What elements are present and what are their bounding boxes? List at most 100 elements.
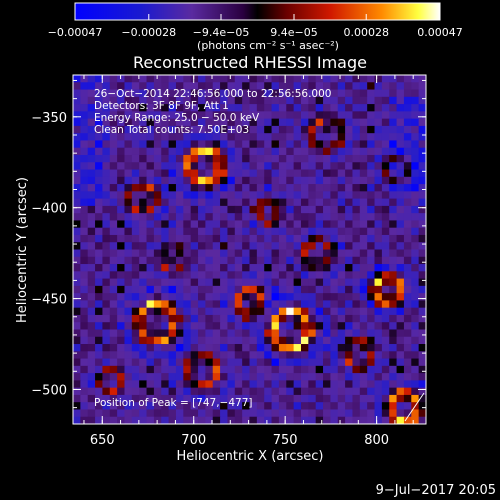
heatmap-cell (300, 75, 309, 83)
heatmap-cell (146, 104, 155, 112)
heatmap-cell (286, 336, 295, 345)
heatmap-cell (139, 242, 147, 250)
heatmap-cell (168, 125, 177, 134)
heatmap-cell (198, 351, 206, 359)
heatmap-cell (359, 82, 368, 90)
heatmap-cell (315, 249, 324, 258)
heatmap-cell (396, 162, 405, 170)
heatmap-cell (161, 307, 169, 316)
heatmap-cell (139, 205, 147, 214)
heatmap-cell (131, 329, 140, 338)
heatmap-cell (323, 278, 331, 287)
heatmap-cell (264, 220, 272, 229)
heatmap-cell (293, 300, 302, 309)
heatmap-cell (352, 169, 361, 178)
heatmap-cell (124, 380, 133, 389)
heatmap-cell (286, 118, 295, 127)
heatmap-cell (256, 256, 265, 265)
heatmap-cell (308, 278, 317, 287)
heatmap-cell (403, 329, 412, 338)
heatmap-cell (293, 285, 302, 294)
heatmap-cell (102, 213, 111, 221)
heatmap-cell (381, 191, 390, 199)
heatmap-cell (278, 111, 287, 120)
heatmap-cell (293, 133, 302, 141)
heatmap-cell (80, 351, 89, 359)
heatmap-cell (374, 140, 383, 149)
heatmap-cell (381, 118, 390, 127)
heatmap-cell (330, 104, 339, 112)
heatmap-cell (205, 198, 214, 207)
heatmap-cell (367, 409, 375, 418)
heatmap-cell (227, 176, 236, 185)
heatmap-cell (80, 133, 89, 141)
heatmap-cell (131, 227, 140, 236)
heatmap-cell (161, 402, 169, 410)
heatmap-cell (359, 227, 368, 236)
heatmap-cell (205, 307, 214, 316)
heatmap-cell (359, 198, 368, 207)
heatmap-cell (227, 365, 236, 374)
heatmap-cell (359, 111, 368, 120)
heatmap-cell (418, 205, 426, 214)
heatmap-cell (183, 358, 192, 367)
heatmap-cell (198, 322, 206, 330)
heatmap-cell (80, 89, 89, 98)
heatmap-cell (242, 307, 250, 316)
heatmap-cell (242, 176, 250, 185)
heatmap-cell (381, 293, 390, 301)
heatmap-cell (175, 169, 184, 178)
heatmap-cell (175, 125, 184, 134)
heatmap-cell (403, 416, 412, 424)
heatmap-cell (131, 75, 140, 83)
heatmap-cell (109, 380, 118, 389)
heatmap-cell (308, 329, 317, 338)
heatmap-cell (161, 220, 169, 229)
heatmap-cell (205, 184, 214, 192)
heatmap-cell (300, 344, 309, 352)
heatmap-cell (308, 351, 317, 359)
heatmap-cell (227, 373, 236, 381)
heatmap-cell (205, 133, 214, 141)
heatmap-cell (403, 300, 412, 309)
heatmap-cell (403, 249, 412, 258)
heatmap-cell (220, 373, 228, 381)
heatmap-cell (161, 314, 169, 323)
heatmap-cell (396, 271, 405, 279)
heatmap-cell (293, 373, 302, 381)
heatmap-cell (374, 220, 383, 229)
heatmap-cell (117, 198, 125, 207)
heatmap-cell (352, 111, 361, 120)
heatmap-cell (323, 256, 331, 265)
heatmap-cell (264, 329, 272, 338)
heatmap-cell (220, 307, 228, 316)
heatmap-cell (183, 387, 192, 396)
heatmap-cell (418, 365, 426, 374)
heatmap-cell (212, 118, 221, 127)
heatmap-cell (234, 133, 243, 141)
heatmap-cell (381, 314, 390, 323)
heatmap-cell (146, 300, 155, 309)
y-tick-label: −450 (31, 293, 67, 308)
heatmap-cell (337, 394, 346, 403)
heatmap-cell (411, 191, 420, 199)
heatmap-cell (249, 75, 258, 83)
heatmap-cell (352, 300, 361, 309)
heatmap-cell (323, 234, 331, 243)
heatmap-cell (271, 322, 280, 330)
heatmap-cell (345, 162, 353, 170)
heatmap-cell (87, 234, 96, 243)
heatmap-cell (73, 154, 81, 163)
heatmap-cell (300, 198, 309, 207)
heatmap-cell (381, 205, 390, 214)
heatmap-cell (278, 125, 287, 134)
heatmap-cell (183, 96, 192, 105)
heatmap-cell (212, 373, 221, 381)
heatmap-cell (190, 322, 199, 330)
heatmap-cell (374, 278, 383, 287)
heatmap-cell (300, 300, 309, 309)
heatmap-cell (161, 191, 169, 199)
heatmap-cell (418, 213, 426, 221)
heatmap-cell (403, 82, 412, 90)
heatmap-cell (161, 242, 169, 250)
